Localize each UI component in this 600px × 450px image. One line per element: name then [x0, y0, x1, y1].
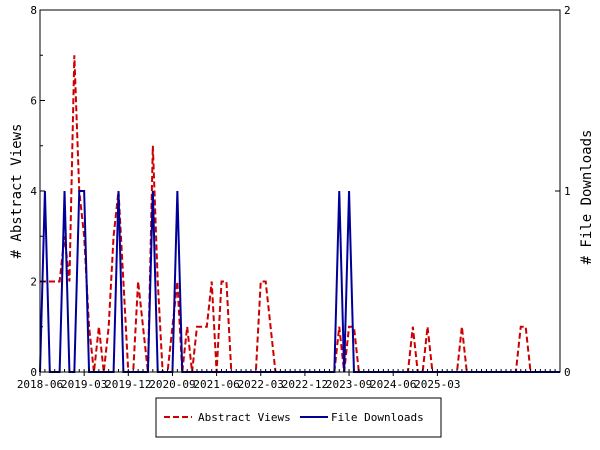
x-tick-label: 2019-12 [105, 378, 151, 391]
y-right-tick-label: 1 [564, 185, 571, 198]
y-left-tick-label: 8 [30, 4, 37, 17]
y-right-axis-title: # File Downloads [579, 130, 595, 265]
x-tick-label: 2025-03 [414, 378, 460, 391]
legend-label-file-downloads: File Downloads [331, 411, 424, 424]
x-tick-label: 2023-09 [326, 378, 372, 391]
y-right-tick-label: 2 [564, 4, 571, 17]
x-tick-label: 2022-12 [282, 378, 328, 391]
x-tick-label: 2020-09 [149, 378, 195, 391]
x-tick-label: 2022-03 [238, 378, 284, 391]
y-left-axis-title: # Abstract Views [9, 124, 25, 259]
y-left-tick-label: 4 [30, 185, 37, 198]
y-right-tick-label: 0 [564, 366, 571, 379]
legend-box [155, 397, 442, 438]
legend-label-abstract-views: Abstract Views [198, 411, 291, 424]
ticks-layer: 2018-062019-032019-122020-092021-062022-… [17, 4, 571, 391]
x-tick-label: 2021-06 [193, 378, 239, 391]
x-tick-label: 2019-03 [61, 378, 107, 391]
legend: Abstract Views File Downloads [155, 397, 442, 438]
y-left-tick-label: 0 [30, 366, 37, 379]
x-tick-label: 2024-06 [370, 378, 416, 391]
y-left-tick-label: 6 [30, 95, 37, 108]
y-left-tick-label: 2 [30, 276, 37, 289]
x-tick-label: 2018-06 [17, 378, 63, 391]
